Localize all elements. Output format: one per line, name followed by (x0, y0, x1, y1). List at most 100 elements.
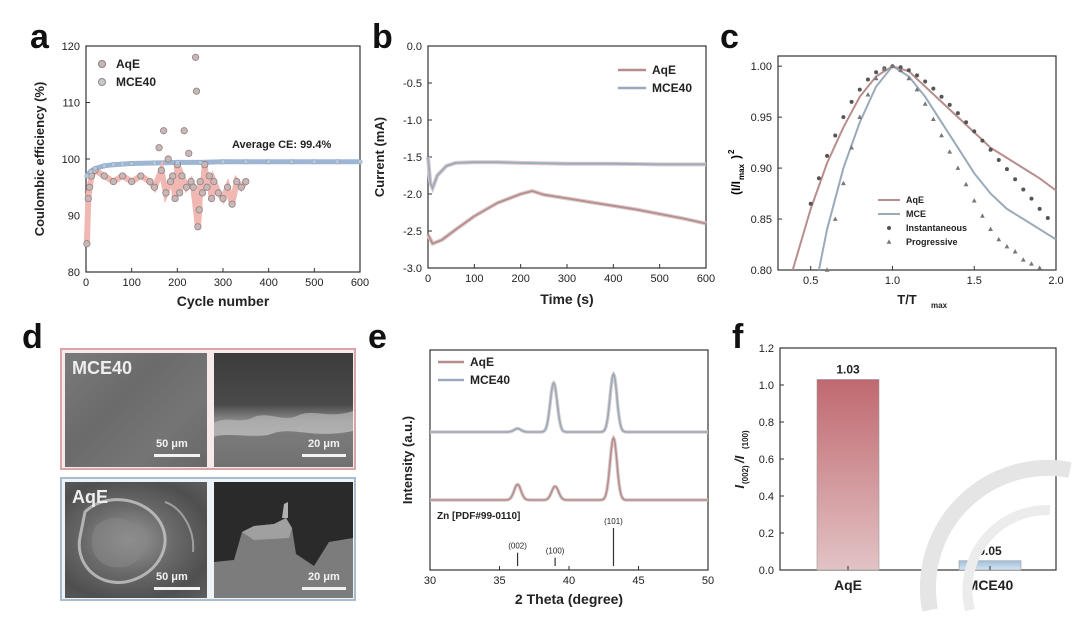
data-point-instantaneous (833, 133, 838, 138)
data-point-aqe (164, 155, 172, 163)
x-axis-label: Time (s) (540, 291, 593, 307)
chart-f-intensity-ratio: 0.00.20.40.60.81.01.21.03AqE0.05MCE40I(0… (732, 343, 1057, 593)
data-point-progressive (955, 165, 961, 170)
series-line-mce40 (427, 156, 706, 191)
y-tick-label: -2.5 (403, 226, 422, 238)
data-point-aqe (219, 194, 227, 203)
legend-label-aqe: AqE (470, 355, 494, 369)
data-point-aqe (207, 194, 216, 203)
series-line-aqe (427, 190, 707, 245)
data-point-aqe (214, 189, 223, 197)
data-point-instantaneous (825, 153, 830, 158)
data-point-instantaneous (816, 176, 821, 181)
data-point-aqe (237, 183, 245, 191)
data-point-aqe (182, 183, 191, 191)
data-point-aqe (192, 53, 200, 61)
data-point-progressive (857, 114, 863, 119)
data-point-progressive (865, 92, 871, 97)
x-tick-label: 1.0 (885, 275, 900, 287)
y-tick-label: 0.2 (759, 528, 774, 540)
data-point-mce40 (197, 159, 203, 165)
data-point-progressive (1037, 265, 1043, 270)
data-point-aqe (198, 189, 207, 197)
data-point-mce40 (84, 173, 90, 179)
y-tick-label: -2.0 (403, 189, 422, 201)
data-point-instantaneous (841, 115, 846, 120)
data-point-aqe (223, 183, 232, 191)
data-point-instantaneous (1004, 167, 1009, 172)
panel-letter-a: a (30, 18, 49, 56)
data-point-aqe (194, 223, 202, 231)
data-point-progressive (824, 267, 830, 272)
y-axis-label-sub: max (737, 163, 746, 180)
sem-image-aqe-cross-section (214, 482, 353, 598)
data-point-instantaneous (865, 77, 870, 82)
y-tick-label: 1.2 (759, 343, 774, 355)
x-tick-label: 0.5 (803, 275, 818, 287)
y-axis-label: Current (mA) (372, 117, 387, 197)
scale-bar-top-right (302, 454, 346, 457)
data-point-aqe (137, 172, 145, 180)
data-point-instantaneous (1013, 177, 1018, 182)
data-point-mce40 (101, 163, 107, 169)
legend-label-aqe: AqE (116, 57, 140, 71)
y-axis-label: Coulombic efficiency (%) (32, 82, 47, 237)
data-point-mce40 (243, 159, 249, 165)
legend-label-mce40: MCE40 (652, 81, 692, 95)
chart-a-coulombic-efficiency: 0 100 200 300 400 500 600 80 90 100 110 120 Cycle nu… (32, 41, 369, 309)
x-tick-label: 100 (465, 273, 483, 285)
x-tick-label: 100 (122, 277, 140, 289)
y-tick-label: 0.4 (759, 491, 774, 503)
data-point-aqe (242, 178, 250, 186)
scale-bar-top-left (154, 454, 200, 457)
panel-letter-e: e (368, 318, 387, 356)
data-point-instantaneous (906, 68, 911, 73)
data-point-aqe (185, 149, 193, 157)
data-point-progressive (849, 145, 854, 150)
data-point-progressive (898, 67, 904, 73)
data-point-aqe (210, 178, 218, 186)
y-axis-label: I (732, 485, 747, 489)
scale-bar-bottom-right (302, 587, 346, 590)
data-point-progressive (832, 216, 838, 221)
annotation-average-ce: Average CE: 99.4% (232, 139, 331, 151)
panel-letter-d: d (22, 318, 43, 356)
sem-label-mce40: MCE40 (72, 358, 133, 378)
legend-label-mce40: MCE40 (470, 373, 510, 387)
data-point-instantaneous (874, 70, 879, 75)
data-point-instantaneous (988, 147, 993, 152)
bar-value-label-aqe: 1.03 (836, 362, 860, 376)
data-point-aqe (196, 178, 204, 186)
data-point-mce40 (266, 159, 272, 165)
data-point-instantaneous (931, 86, 936, 91)
reference-peak-label: (100) (546, 547, 565, 556)
data-point-progressive (971, 198, 977, 203)
data-point-mce40 (110, 162, 116, 168)
sem-image-mce40-surface (65, 353, 207, 467)
scale-text-bottom-left: 50 μm (156, 571, 188, 583)
x-tick-label: 40 (563, 575, 575, 587)
legend-label-instantaneous: Instantaneous (906, 223, 967, 233)
data-point-progressive (881, 66, 887, 72)
data-point-aqe (160, 127, 168, 135)
sem-panel-top: MCE40 50 μm 20 μm (60, 348, 356, 470)
y-tick-label: 0.8 (759, 417, 774, 429)
data-point-aqe (162, 189, 170, 197)
x-tick-label: 500 (650, 273, 668, 285)
data-point-mce40 (334, 159, 340, 165)
x-tick-label: 50 (702, 575, 714, 587)
data-point-instantaneous (947, 102, 952, 107)
data-point-mce40 (288, 159, 294, 165)
data-point-mce40 (92, 166, 98, 172)
data-point-mce40 (357, 159, 363, 165)
bar-aqe (816, 379, 880, 571)
scale-text-top-left: 50 μm (156, 438, 188, 450)
x-tick-label: 0 (425, 273, 431, 285)
data-point-instantaneous (972, 129, 977, 134)
x-tick-label: 200 (511, 273, 529, 285)
data-point-progressive (914, 87, 920, 92)
data-point-progressive (947, 149, 953, 154)
data-point-aqe (233, 178, 241, 186)
data-point-aqe (171, 194, 179, 203)
y-axis-label-mid: /I (732, 455, 747, 464)
